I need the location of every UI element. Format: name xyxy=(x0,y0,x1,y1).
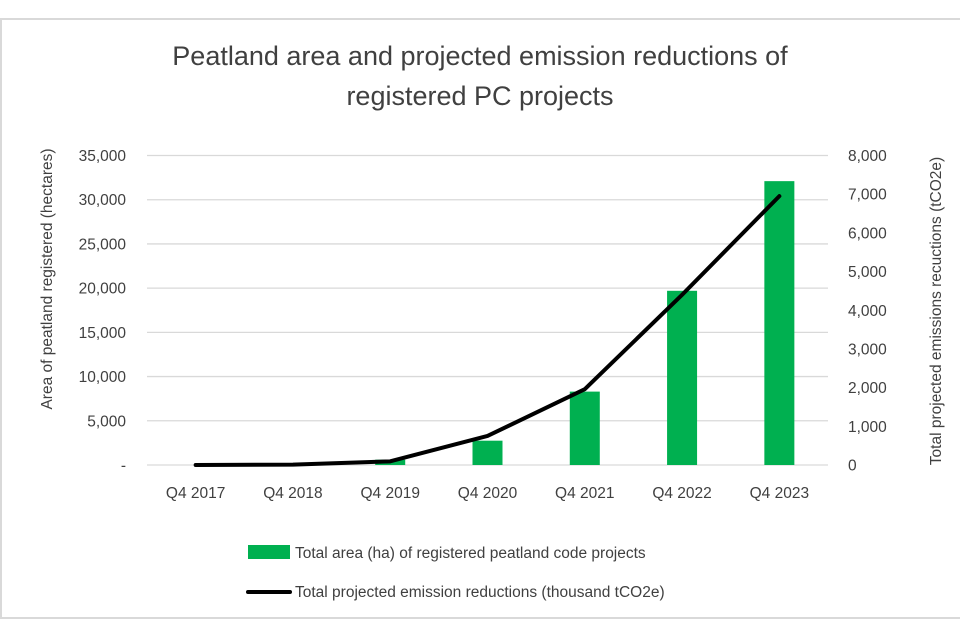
x-axis-ticks: Q4 2017 Q4 2018 Q4 2019 Q4 2020 Q4 2021 Q4 20… xyxy=(166,485,809,502)
right-axis-ticks: 0 1,000 2,000 3,000 4,000 5,000 6,000 7,000 8,00… xyxy=(848,148,887,475)
x-tick-label: Q4 2020 xyxy=(458,485,518,502)
left-axis-ticks: - 5,000 10,000 15,000 20,000 25,000 30,000 35,0… xyxy=(79,148,127,475)
bar xyxy=(472,440,503,465)
x-tick-label: Q4 2023 xyxy=(750,485,809,502)
right-tick-label: 8,000 xyxy=(848,148,887,165)
line-series xyxy=(193,194,782,467)
gridlines xyxy=(147,154,828,466)
x-tick-label: Q4 2017 xyxy=(166,485,225,502)
right-axis-title: Total projected emissions recuctions (tC… xyxy=(928,157,945,465)
bar xyxy=(764,181,795,465)
left-tick-label: 30,000 xyxy=(79,192,127,209)
left-tick-label: 15,000 xyxy=(79,325,127,342)
legend-label-line: Total projected emission reductions (tho… xyxy=(295,584,665,601)
chart-frame xyxy=(0,18,960,619)
right-tick-label: 2,000 xyxy=(848,380,887,397)
x-tick-label: Q4 2021 xyxy=(555,485,614,502)
left-tick-label: 5,000 xyxy=(87,413,126,430)
chart-title-line-2: registered PC projects xyxy=(346,81,614,111)
bar xyxy=(667,290,698,465)
right-tick-label: 5,000 xyxy=(848,264,887,281)
right-tick-label: 6,000 xyxy=(848,225,887,242)
right-tick-label: 3,000 xyxy=(848,341,887,358)
legend: Total area (ha) of registered peatland c… xyxy=(246,545,665,601)
legend-swatch-bar xyxy=(248,545,290,559)
chart-title-line-1: Peatland area and projected emission red… xyxy=(172,41,788,71)
legend-label-bar: Total area (ha) of registered peatland c… xyxy=(295,545,646,562)
x-tick-label: Q4 2022 xyxy=(652,485,711,502)
left-tick-label: 25,000 xyxy=(79,236,127,253)
left-tick-label: 10,000 xyxy=(79,369,127,386)
x-tick-label: Q4 2019 xyxy=(360,485,419,502)
right-tick-label: 1,000 xyxy=(848,419,887,436)
x-tick-label: Q4 2018 xyxy=(263,485,322,502)
left-axis-title: Area of peatland registered (hectares) xyxy=(39,148,56,409)
chart-title: Peatland area and projected emission red… xyxy=(0,36,960,116)
bar xyxy=(569,391,600,465)
right-tick-label: 4,000 xyxy=(848,303,887,320)
left-tick-label: 20,000 xyxy=(79,281,127,298)
right-tick-label: 0 xyxy=(848,458,857,475)
bar-series xyxy=(375,181,795,465)
left-tick-label: 35,000 xyxy=(79,148,127,165)
left-tick-label: - xyxy=(121,458,126,475)
right-tick-label: 7,000 xyxy=(848,187,887,204)
